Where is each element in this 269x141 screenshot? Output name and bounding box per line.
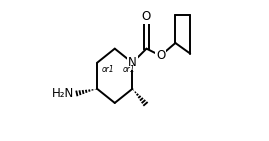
Text: or1: or1: [102, 65, 115, 74]
Text: H₂N: H₂N: [52, 87, 75, 100]
Text: O: O: [156, 49, 165, 62]
Text: O: O: [142, 10, 151, 23]
Text: N: N: [128, 56, 137, 69]
Text: or1: or1: [122, 65, 135, 74]
